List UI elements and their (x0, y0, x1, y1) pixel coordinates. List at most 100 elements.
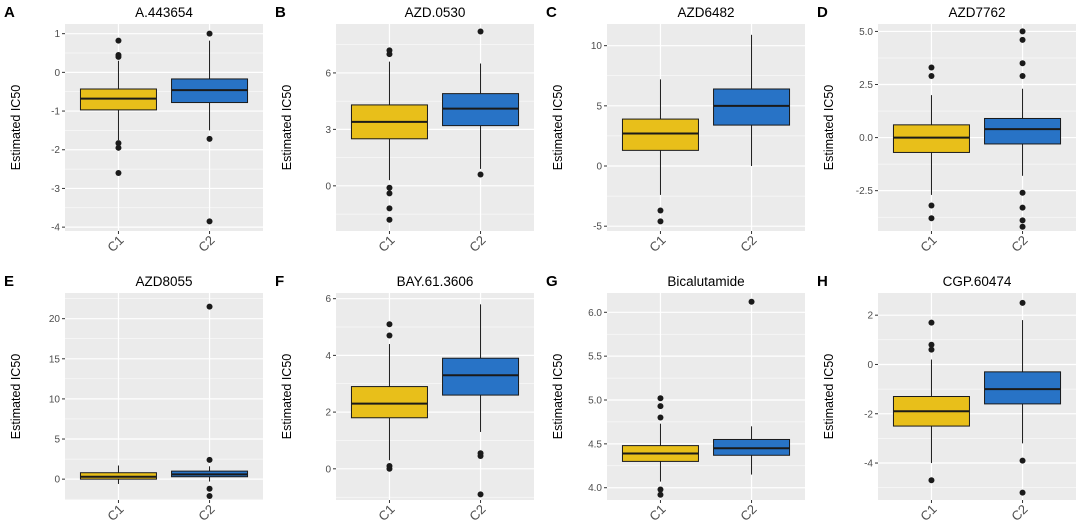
x-category-label-c1: C1 (646, 502, 668, 521)
y-tick-label: 2 (325, 408, 331, 419)
y-axis-label: Estimated IC50 (280, 354, 294, 440)
outlier-point (657, 403, 664, 410)
outlier-point (1019, 489, 1026, 496)
box-iqr (350, 386, 428, 419)
outlier-point (928, 64, 935, 71)
panel-b: B AZD.0530 6 3 0 Estimated IC50 C1 C2 (275, 4, 534, 255)
x-category-label-c2: C2 (466, 233, 488, 255)
outlier-point (1019, 28, 1026, 35)
y-tick-label: 0 (325, 181, 331, 192)
outlier-point (928, 346, 935, 353)
outlier-point (386, 205, 393, 212)
box-c1 (892, 319, 970, 484)
y-tick-label: 6.0 (588, 308, 602, 319)
box-c1 (350, 321, 428, 472)
outlier-point (1019, 60, 1026, 67)
box-iqr (984, 371, 1062, 405)
outlier-point (657, 395, 664, 402)
box-c1 (350, 47, 428, 223)
box-iqr (713, 88, 791, 126)
outlier-point (115, 37, 122, 44)
y-tick-label: 0 (596, 162, 602, 173)
y-tick-label: 5.0 (588, 396, 602, 407)
box-iqr (442, 357, 520, 396)
y-axis-label: Estimated IC50 (822, 354, 836, 440)
box-c1 (621, 395, 699, 498)
box-iqr (892, 124, 970, 153)
outlier-point (928, 202, 935, 209)
outlier-point (206, 30, 213, 37)
outlier-point (928, 73, 935, 80)
y-tick-label: -4 (864, 459, 873, 470)
box-c2 (984, 299, 1062, 496)
outlier-point (1019, 299, 1026, 306)
outlier-point (657, 218, 664, 225)
y-tick-label: 15 (49, 354, 61, 365)
y-tick-label: 20 (49, 314, 61, 325)
outlier-point (657, 414, 664, 421)
panel-c: C AZD6482 10 5 0 -5 Estimated IC50 C1 C2 (546, 4, 805, 255)
x-category-label-c2: C2 (737, 233, 759, 255)
panel-letter: F (275, 273, 284, 290)
panel-letter: C (546, 4, 557, 21)
outlier-point (477, 453, 484, 460)
x-category-label-c1: C1 (104, 233, 126, 255)
x-category-label-c1: C1 (917, 233, 939, 255)
outlier-point (386, 190, 393, 197)
panel-letter: H (817, 273, 828, 290)
outlier-point (386, 51, 393, 58)
outlier-point (928, 215, 935, 222)
x-category-label-c2: C2 (737, 502, 759, 521)
outlier-point (115, 140, 122, 147)
outlier-point (477, 171, 484, 178)
panel-title: BAY.61.3606 (397, 274, 474, 289)
x-category-label-c2: C2 (195, 502, 217, 521)
y-tick-label: 0 (54, 68, 60, 79)
box-c2 (713, 34, 791, 167)
y-tick-label: -1 (51, 107, 60, 118)
box-iqr (984, 117, 1062, 145)
x-category-label-c1: C1 (375, 502, 397, 521)
y-axis-label: Estimated IC50 (822, 85, 836, 171)
y-tick-label: 0.0 (859, 133, 873, 144)
outlier-point (1019, 204, 1026, 211)
outlier-point (1019, 73, 1026, 80)
y-tick-label: 0 (867, 360, 873, 371)
y-tick-label: 5.5 (588, 352, 602, 363)
outlier-point (657, 207, 664, 214)
y-tick-label: 3 (325, 125, 331, 136)
outlier-point (1019, 36, 1026, 43)
box-c1 (79, 37, 157, 176)
panel-title: A.443654 (135, 5, 193, 20)
outlier-point (477, 491, 484, 498)
panel-letter: G (546, 273, 558, 290)
x-category-label-c2: C2 (1008, 502, 1030, 521)
y-tick-label: -2 (864, 409, 873, 420)
panel-letter: D (817, 4, 828, 21)
panel-title: AZD8055 (135, 274, 192, 289)
outlier-point (115, 53, 122, 60)
outlier-point (748, 298, 755, 305)
outlier-point (206, 218, 213, 225)
outlier-point (657, 491, 664, 498)
plot-background (65, 293, 263, 500)
outlier-point (928, 319, 935, 326)
box-c2 (984, 28, 1062, 230)
box-c1 (892, 64, 970, 222)
panel-d: D AZD7762 5.0 2.5 0.0 -2.5 Estimated IC50 C1 C2 (817, 4, 1076, 255)
box-c2 (171, 30, 249, 225)
x-category-label-c1: C1 (917, 502, 939, 521)
x-category-label-c2: C2 (466, 502, 488, 521)
outlier-point (206, 492, 213, 499)
box-c2 (442, 304, 520, 498)
y-tick-label: -3 (51, 184, 60, 195)
outlier-point (928, 341, 935, 348)
y-tick-label: 4.0 (588, 483, 602, 494)
x-category-label-c1: C1 (646, 233, 668, 255)
plot-background (607, 293, 805, 500)
y-tick-label: -2.5 (856, 186, 874, 197)
panel-a: A A.443654 1 0 -1 -2 -3 -4 Estimated IC50 C1 C2 (4, 4, 263, 255)
y-tick-label: 0 (54, 475, 60, 486)
panel-letter: A (4, 4, 15, 21)
panel-letter: B (275, 4, 286, 21)
